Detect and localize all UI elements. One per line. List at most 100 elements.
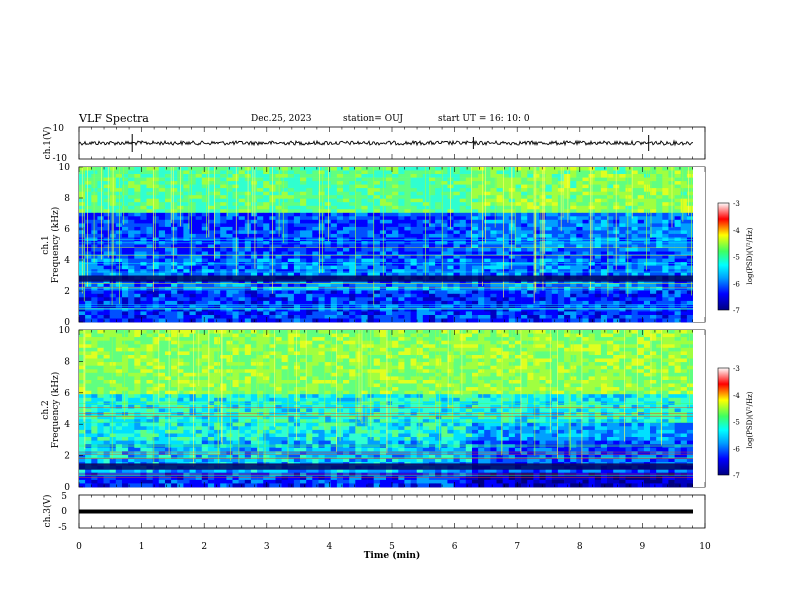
spectrogram-cell [564, 226, 571, 231]
spectrogram-cell [195, 315, 203, 319]
spectrogram-cell [527, 177, 534, 182]
spectrogram-cell [312, 315, 319, 319]
spectrogram-cell [257, 219, 264, 224]
spectrogram-cell [514, 184, 522, 189]
spectrogram-cell [631, 191, 639, 196]
spectrogram-cell [637, 311, 645, 316]
spectrogram-cell [662, 311, 669, 316]
spectrogram-cell [429, 170, 436, 175]
spectrogram-cell [379, 315, 387, 319]
spectrogram-cell [97, 223, 104, 228]
spectrogram-cell [103, 304, 111, 309]
spectrogram-cell [527, 269, 534, 274]
spectrogram-cell [533, 297, 540, 302]
spectrogram-cell [336, 198, 344, 203]
spectrogram-cell [373, 262, 381, 266]
spectrogram-cell [330, 216, 338, 221]
spectrogram-cell [171, 216, 178, 221]
spectrogram-cell [416, 330, 424, 334]
spectrogram-cell [429, 188, 436, 192]
spectrogram-cell [214, 198, 221, 203]
spectrogram-cell [453, 191, 460, 196]
spectrogram-cell [189, 170, 196, 175]
spectrogram-cell [637, 251, 645, 256]
spectrogram-cell [207, 290, 215, 295]
spectrogram-cell [379, 304, 387, 309]
spectrogram-cell [680, 272, 688, 277]
spectrogram-cell [656, 315, 663, 319]
spectrogram-cell [686, 304, 694, 309]
spectrogram-cell [122, 209, 129, 214]
spectrogram-cell [312, 244, 319, 249]
spectrogram-cell [459, 283, 467, 288]
spectrogram-cell [625, 223, 632, 228]
spectrogram-cell [312, 174, 319, 178]
spectrogram-cell [152, 315, 160, 319]
spectrogram-cell [287, 167, 295, 171]
spectrogram-cell [275, 330, 282, 334]
spectrogram-cell [207, 198, 215, 203]
spectrogram-cell [343, 265, 350, 270]
spectrogram-cell [287, 195, 295, 200]
spectrogram-cell [293, 184, 301, 189]
spectrogram-cell [349, 219, 356, 224]
spectrogram-cell [373, 191, 381, 196]
spectrogram-cell [582, 230, 589, 235]
spectrogram-cell [472, 283, 479, 288]
spectrogram-cell [570, 244, 577, 249]
spectrogram-cell [293, 315, 301, 319]
spectrogram-cell [570, 315, 577, 319]
spectrogram-cell [275, 265, 282, 270]
spectrogram-cell [607, 297, 614, 302]
spectrogram-cell [545, 290, 553, 295]
spectrogram-cell [238, 337, 246, 342]
spectrogram-cell [312, 251, 319, 256]
spectrogram-cell [650, 195, 657, 200]
spectrogram-cell [336, 230, 344, 235]
spectrogram-cell [545, 188, 553, 192]
spectrogram-cell [349, 304, 356, 309]
spectrogram-cell [189, 265, 196, 270]
spectrogram-cell [527, 248, 534, 252]
spectrogram-cell [453, 174, 460, 178]
spectrogram-cell [398, 304, 405, 309]
spectrogram-cell [472, 233, 479, 238]
spectrogram-cell [257, 184, 264, 189]
spectrogram-cell [527, 333, 534, 338]
spectrogram-cell [103, 293, 111, 298]
spectrogram-cell [557, 258, 565, 263]
spectrogram-cell [300, 230, 307, 235]
spectrogram-cell [564, 174, 571, 178]
spectrogram-cell [582, 272, 589, 277]
spectrogram-cell [122, 251, 129, 256]
spectrogram-cell [643, 251, 651, 256]
spectrogram-cell [625, 265, 632, 270]
spectrogram-cell [134, 251, 141, 256]
spectrogram-cell [220, 216, 227, 221]
spectrogram-cell [97, 191, 104, 196]
spectrogram-cell [478, 272, 485, 277]
spectrogram-cell [521, 300, 528, 305]
spectrogram-cell [201, 195, 209, 200]
spectrogram-cell [472, 300, 479, 305]
spectrogram-cell [465, 251, 473, 256]
spectrogram-cell [662, 184, 669, 189]
spectrogram-cell [478, 219, 485, 224]
spectrogram-cell [330, 304, 338, 309]
spectrogram-cell [680, 300, 688, 305]
spectrogram-cell [226, 174, 233, 178]
spectrogram-cell [165, 198, 172, 203]
spectrogram-cell [416, 226, 424, 231]
spectrogram-cell [521, 297, 528, 302]
spectrogram-cell [594, 333, 602, 338]
spectrogram-cell [619, 283, 626, 288]
spectrogram-cell [410, 337, 418, 342]
spectrogram-cell [459, 265, 467, 270]
spectrogram-cell [490, 333, 497, 338]
spectrogram-cell [527, 195, 534, 200]
spectrogram-cell [441, 300, 448, 305]
spectrogram-cell [300, 297, 307, 302]
spectrogram-cell [158, 226, 166, 231]
spectrogram-cell [533, 209, 540, 214]
spectrogram-cell [472, 181, 479, 185]
